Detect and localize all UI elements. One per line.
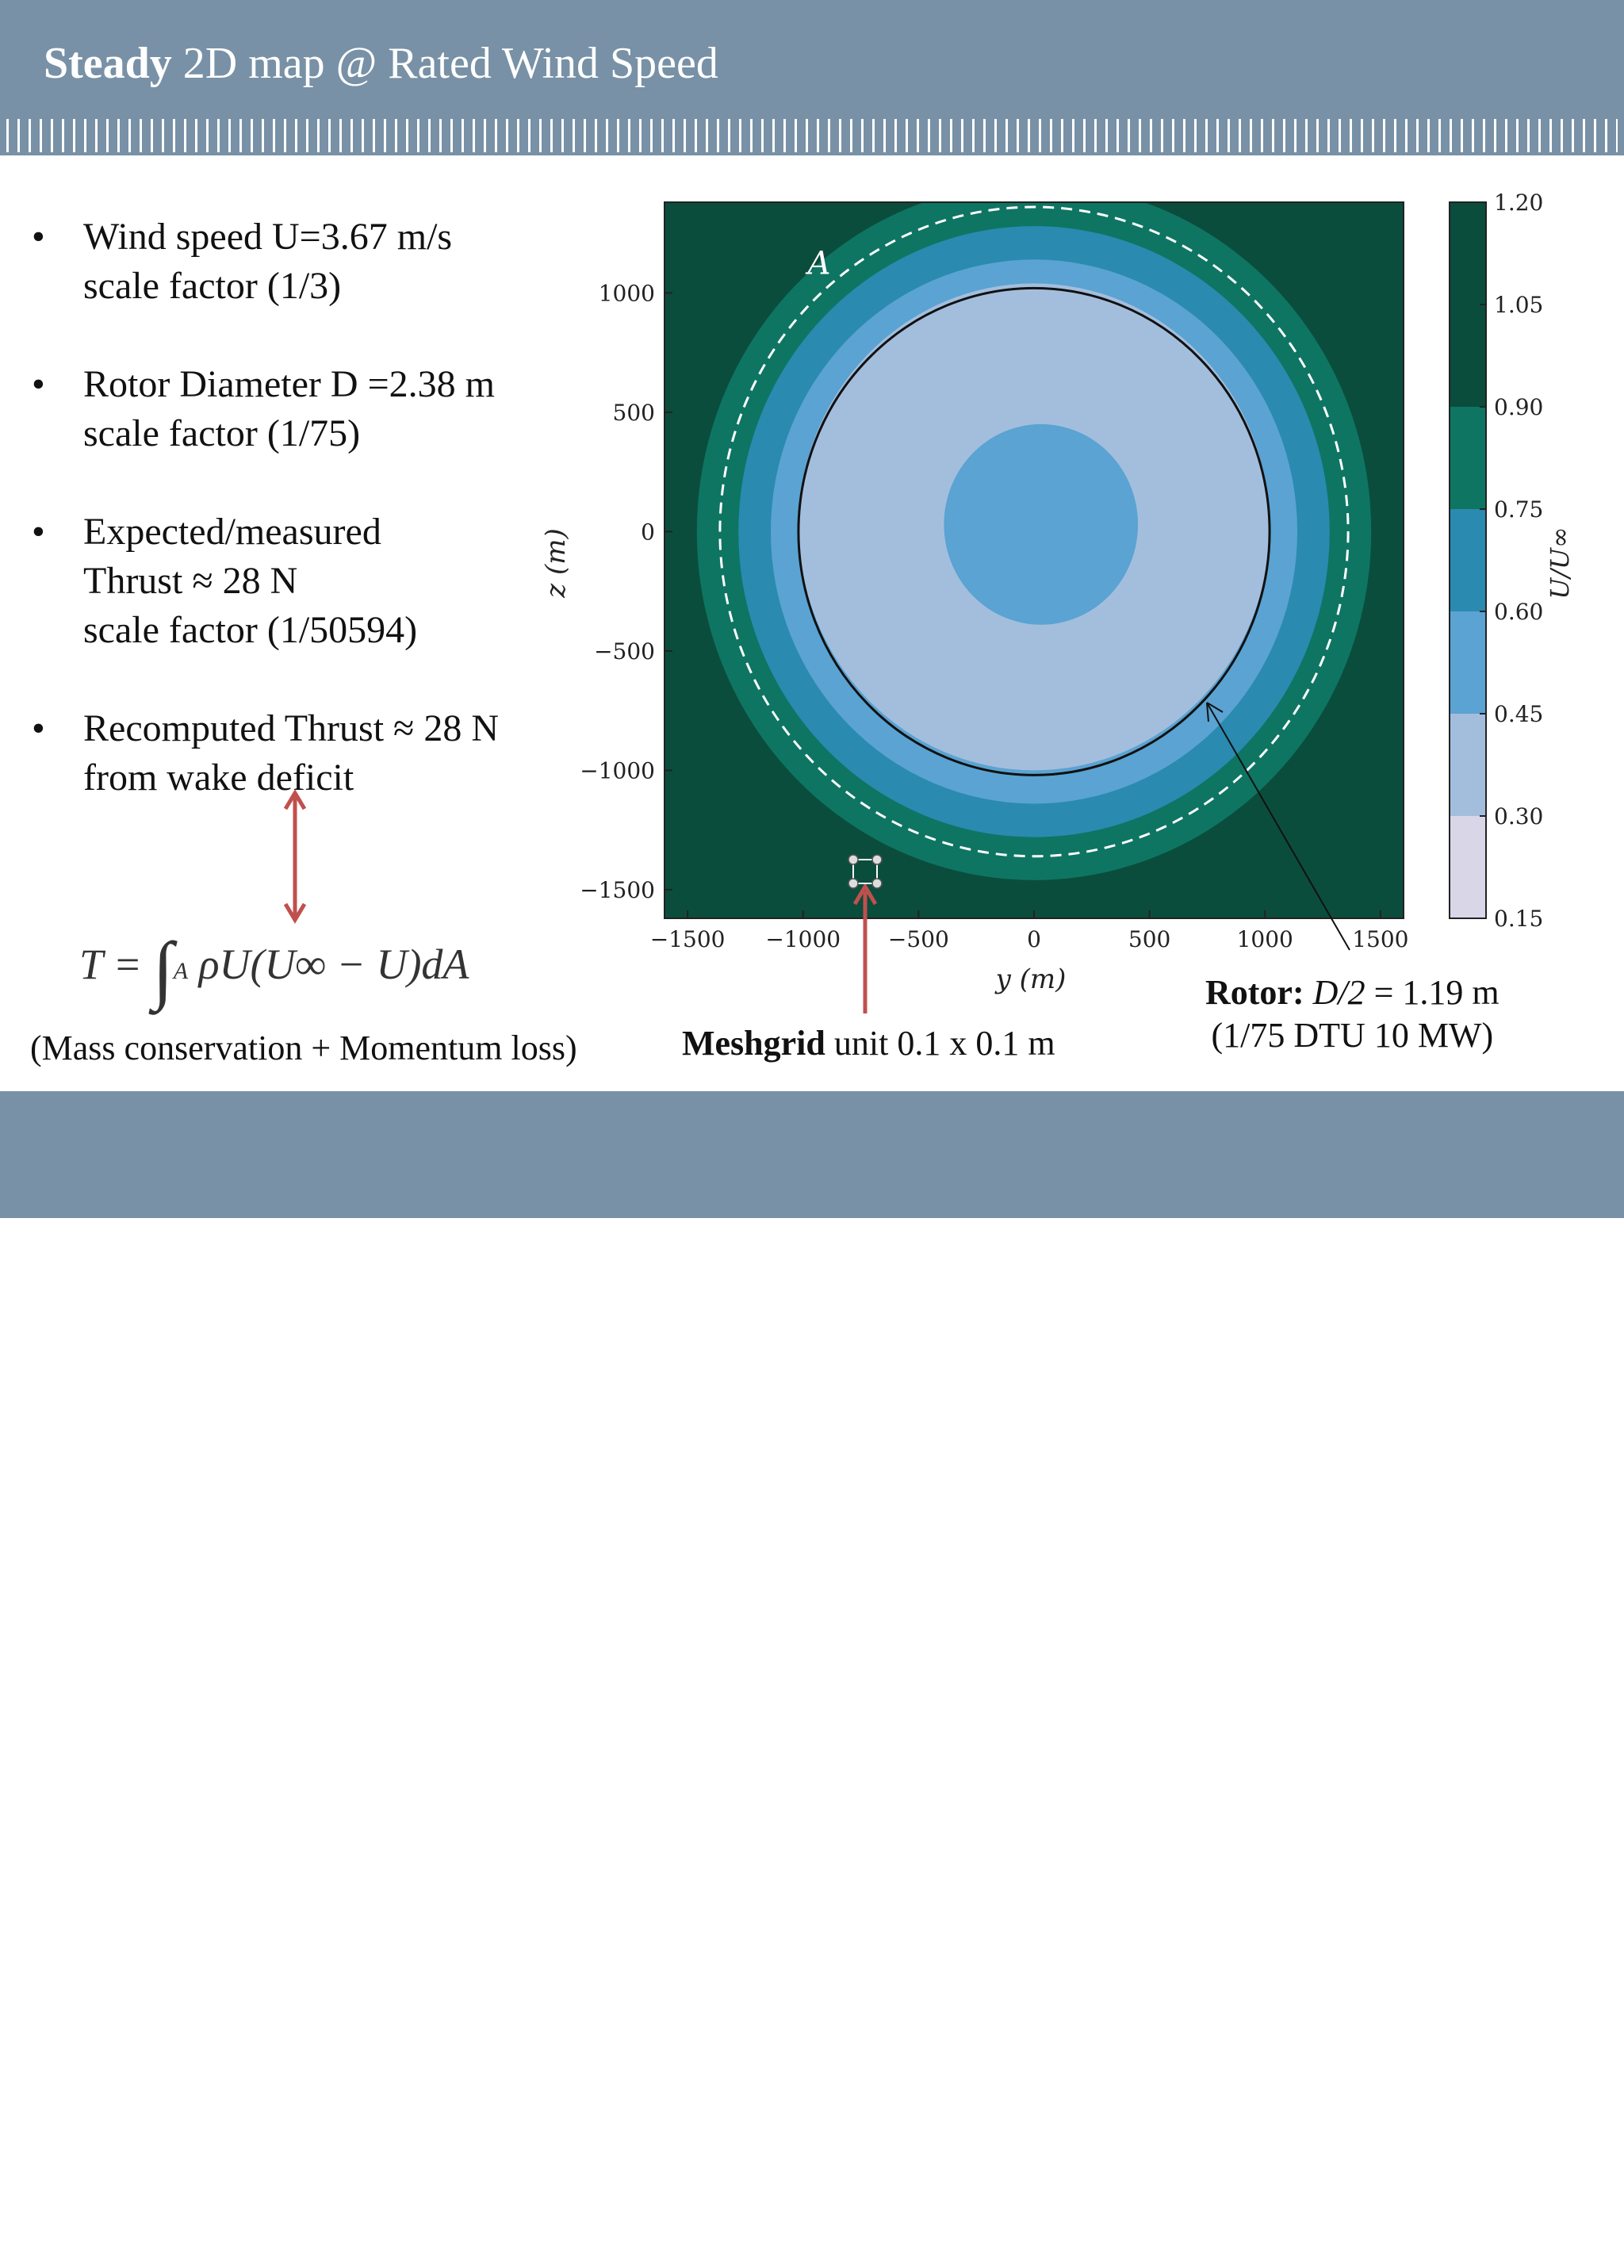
x-tick-label: 1000	[1237, 926, 1293, 952]
colorbar-tick-label: 0.75	[1494, 496, 1543, 523]
mesh-node	[848, 854, 859, 865]
colorbar-segment	[1450, 714, 1486, 816]
colorbar-segment	[1450, 407, 1486, 509]
header-bar: Steady 2D map @ Rated Wind Speed	[0, 0, 1624, 155]
y-tick-label: −1500	[580, 877, 655, 903]
colorbar-label: U/U∞	[1545, 527, 1575, 599]
x-tick-label: −1500	[650, 926, 726, 952]
bullet-line: from wake deficit	[83, 757, 354, 799]
formula-link-arrowheads	[283, 789, 307, 924]
x-tick-label: 1500	[1352, 926, 1408, 952]
rotor-callout-line	[1206, 702, 1350, 951]
authors: I. Bayati, M. Belloli, L. Bernini, A. Za…	[32, 2226, 614, 2265]
colorbar-segment	[1450, 816, 1486, 918]
formula-subscript: A	[173, 957, 189, 984]
y-axis-label: z (m)	[540, 528, 572, 599]
bullet-line: scale factor (1/50594)	[83, 609, 418, 651]
y-axis-ticks: 1000 500 0 −500 −1000 −1500	[580, 280, 672, 903]
rotor-callout-arrowhead	[1206, 702, 1224, 722]
x-tick-label: −500	[888, 926, 949, 952]
colorbar: 1.20 1.05 0.90 0.75 0.60 0.45 0.30 0.15	[1449, 190, 1543, 932]
integral-sign: ∫	[152, 926, 174, 1011]
bullet-line: Rotor Diameter D =2.38 m	[83, 363, 495, 405]
footer-bar: I. Bayati, M. Belloli, L. Bernini, A. Za…	[0, 1091, 1624, 2267]
meshgrid-note: Meshgrid unit 0.1 x 0.1 m	[682, 1024, 1055, 1063]
colorbar-segment	[1450, 202, 1486, 305]
x-axis-ticks: −1500 −1000 −500 0 500 1000 1500	[650, 910, 1409, 952]
x-axis-label: y (m)	[994, 964, 1067, 995]
callout-arrows	[283, 702, 1350, 1013]
colorbar-tick-label: 0.45	[1494, 701, 1543, 727]
mesh-node	[848, 878, 859, 889]
x-tick-label: −1000	[765, 926, 841, 952]
formula-rhs: ρU(U∞ − U)dA	[198, 940, 469, 988]
bullet-dot: •	[32, 707, 45, 749]
colorbar-tick-label: 0.30	[1494, 803, 1543, 829]
bullet-rotor-diameter: • Rotor Diameter D =2.38 m scale factor …	[32, 360, 571, 458]
colorbar-segment	[1450, 305, 1486, 407]
contour-region	[944, 423, 1139, 625]
plot-annotations: A	[718, 205, 1350, 858]
mesh-node	[871, 878, 883, 889]
plot-area	[665, 202, 1404, 918]
x-tick-label: 0	[1027, 926, 1041, 952]
bullet-line: Wind speed U=3.67 m/s	[83, 216, 453, 258]
wake-contour-plot: A −1500 −1000 −500 0 500 1000 1500 1000 500 0 −50…	[283, 190, 1575, 1013]
bullet-thrust: • Expected/measured Thrust ≈ 28 N scale …	[32, 508, 571, 655]
colorbar-frame	[1449, 201, 1487, 919]
mass-note: (Mass conservation + Momentum loss)	[30, 1029, 577, 1067]
bullet-dot: •	[32, 216, 45, 258]
y-tick-label: −1000	[580, 757, 655, 783]
colorbar-tick-label: 1.20	[1494, 190, 1543, 216]
colorbar-segment	[1450, 611, 1486, 714]
x-tick-label: 500	[1128, 926, 1170, 952]
university-logo: POLITECNICO MILANO 1863	[1086, 2226, 1594, 2267]
y-tick-label: 0	[641, 519, 655, 545]
mesh-cell-outline	[852, 859, 878, 884]
mesh-node	[871, 854, 883, 865]
y-tick-label: 1000	[599, 280, 655, 306]
formula-lhs: T =	[79, 940, 142, 988]
bullet-line: scale factor (1/3)	[83, 265, 342, 307]
slide-title: Steady 2D map @ Rated Wind Speed	[44, 39, 718, 88]
bullet-wind-speed: • Wind speed U=3.67 m/s scale factor (1/…	[32, 213, 571, 311]
meshgrid-arrowhead	[852, 883, 878, 906]
colorbar-tick-label: 0.15	[1494, 906, 1543, 932]
integration-area-circle	[718, 205, 1350, 858]
colorbar-tick-label: 1.05	[1494, 292, 1543, 318]
rotor-note: Rotor: D/2 = 1.19 m (1/75 DTU 10 MW)	[1205, 973, 1500, 1055]
bullet-line: Expected/measured	[83, 511, 381, 553]
bullet-dot: •	[32, 511, 45, 553]
region-label-a: A	[805, 245, 831, 282]
bullet-line: scale factor (1/75)	[83, 412, 361, 454]
bullet-list: • Wind speed U=3.67 m/s scale factor (1/…	[32, 213, 571, 803]
colorbar-tick-label: 0.60	[1494, 599, 1543, 625]
bullet-recomputed-thrust: • Recomputed Thrust ≈ 28 N from wake def…	[32, 704, 571, 803]
bullet-line: Thrust ≈ 28 N	[83, 560, 298, 602]
colorbar-segment	[1450, 509, 1486, 611]
y-tick-label: 500	[613, 400, 655, 426]
colorbar-tick-label: 0.90	[1494, 394, 1543, 420]
y-tick-label: −500	[594, 638, 655, 665]
rotor-circle	[797, 286, 1271, 776]
decorative-tick-strip	[6, 119, 1618, 152]
thrust-formula: T = ∫A ρU(U∞ − U)dA	[79, 925, 469, 1013]
bullet-dot: •	[32, 363, 45, 405]
bullet-line: Recomputed Thrust ≈ 28 N	[83, 707, 500, 749]
